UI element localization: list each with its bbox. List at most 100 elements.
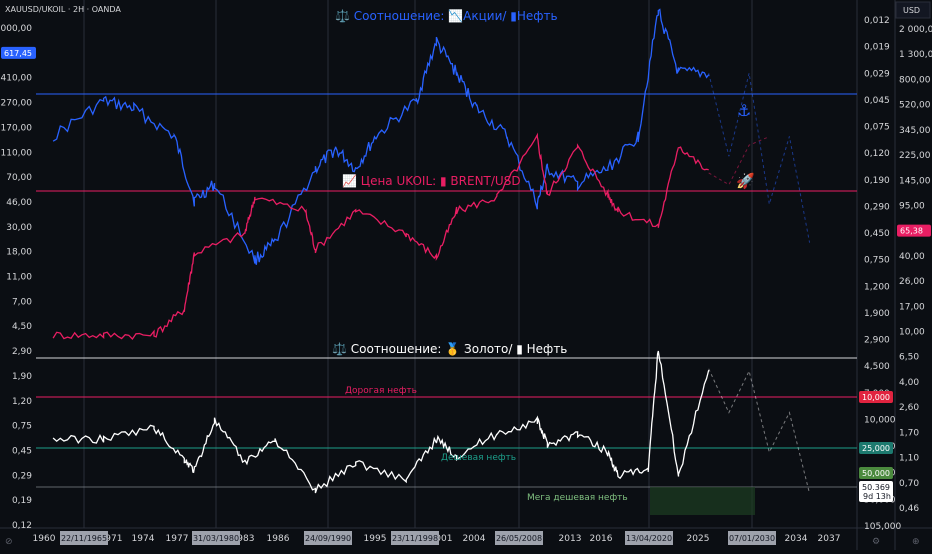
highlight-date-badge [728, 531, 776, 545]
left-axis-tick: 0,75 [12, 422, 32, 432]
right-outer-tick: 0,46 [899, 504, 919, 514]
right-inner-tick: 0,029 [864, 69, 890, 79]
left-axis-tick: 70,00 [6, 173, 32, 183]
right-inner-badge-label: 50,000 [862, 469, 890, 478]
anchor-icon: ⚓ [737, 101, 751, 120]
auto-scale-icon[interactable]: ⊕ [912, 537, 920, 547]
symbol-label[interactable]: XAUUSD/UKOIL · 2H · OANDA [5, 5, 121, 14]
right-outer-tick: 6,50 [899, 353, 919, 363]
time-axis-tick: 2001 [430, 534, 453, 544]
settings-icon[interactable]: ⚙ [872, 537, 880, 547]
left-axis-tick: 110,00 [1, 148, 33, 158]
right-outer-tick: 0,70 [899, 479, 919, 489]
time-axis-tick: 1960 [33, 534, 56, 544]
gold-oil-series [52, 350, 710, 494]
right-inner-tick: 0,012 [864, 16, 890, 26]
right-inner-badge [859, 442, 893, 454]
right-outer-tick: 1 300,00 [899, 50, 932, 60]
right-inner-tick: 0,019 [864, 43, 890, 53]
right-inner-tick: 0,450 [864, 229, 890, 239]
time-axis-tick: 2037 [818, 534, 841, 544]
highlight-date-label: 26/05/2008 [496, 534, 542, 543]
highlight-date-label: 13/04/2020 [626, 534, 672, 543]
right-outer-tick: 1,10 [899, 454, 919, 464]
time-axis-tick: 2013 [559, 534, 582, 544]
highlight-date-label: 22/11/1965 [61, 534, 107, 543]
right-inner-tick: 2,900 [864, 336, 890, 346]
right-inner-tick: 0,290 [864, 202, 890, 212]
time-axis-tick: 1977 [166, 534, 189, 544]
right-outer-tick: 17,00 [899, 302, 925, 312]
highlight-date-label: 24/09/1990 [305, 534, 351, 543]
left-axis-tick: 1000,00 [0, 24, 32, 34]
left-price-axis[interactable]: 1000,00 617,45 410,00 270,00 170,00 110,00 70,… [0, 24, 36, 531]
countdown-label: 9d 13h [863, 492, 891, 501]
time-axis-tick: 2025 [687, 534, 710, 544]
left-axis-tick: 0,12 [12, 521, 32, 531]
right-outer-tick: 40,00 [899, 252, 925, 262]
right-inner-tick: 10,000 [864, 415, 896, 425]
right-outer-tick: 145,00 [899, 176, 931, 186]
highlight-date-badge [625, 531, 673, 545]
right-inner-badge [859, 391, 893, 403]
right-outer-tick: 26,00 [899, 277, 925, 287]
currency-button[interactable] [895, 1, 931, 19]
gold-oil-title: ⚖️ Соотношение: 🥇 Золото/ ▮ Нефть [332, 342, 567, 356]
left-axis-tick: 1,20 [12, 397, 32, 407]
right-inner-tick: 0,750 [864, 256, 890, 266]
right-outer-tick: 10,00 [899, 328, 925, 338]
right-inner-tick: 4,500 [864, 362, 890, 372]
time-axis-tick: 1974 [132, 534, 155, 544]
right-inner-badge-label: 50,369 [862, 483, 890, 492]
left-axis-tick: 46,00 [6, 198, 32, 208]
right-outer-tick: 2 000,00 [899, 25, 932, 35]
countdown-badge [859, 490, 893, 502]
right-outer-tick: 225,00 [899, 151, 931, 161]
right-outer-tick: 520,00 [899, 101, 931, 111]
timezone-icon[interactable]: ⊘ [5, 537, 13, 547]
left-axis-badge-label: 617,45 [4, 49, 32, 58]
left-axis-tick: 1,90 [12, 372, 32, 382]
highlight-date-label: 31/03/1980 [193, 534, 239, 543]
left-axis-tick: 170,00 [1, 123, 33, 133]
time-axis-tick: 2034 [785, 534, 808, 544]
right-outer-tick: 1,70 [899, 428, 919, 438]
highlight-date-badge [192, 531, 240, 545]
vertical-highlight-lines [83, 0, 753, 528]
right-outer-tick: 345,00 [899, 126, 931, 136]
right-inner-tick: 0,075 [864, 123, 890, 133]
stocks-oil-forecast [708, 73, 811, 243]
left-axis-tick: 0,45 [12, 446, 32, 456]
highlight-date-label: 07/01/2030 [729, 534, 775, 543]
left-axis-tick: 0,29 [12, 471, 32, 481]
brent-forecast [708, 136, 770, 186]
gold-oil-forecast [708, 368, 811, 494]
right-inner-tick: 0,045 [864, 96, 890, 106]
time-axis-tick: 2004 [463, 534, 486, 544]
right-outer-price-axis[interactable]: 2 000,00 1 300,00 800,00 520,00 345,00 225,00… [897, 25, 932, 514]
highlight-date-label: 23/11/1998 [392, 534, 438, 543]
right-inner-tick: 0,120 [864, 149, 890, 159]
right-outer-badge-label: 65,38 [900, 227, 923, 236]
highlight-date-badge [391, 531, 439, 545]
highlight-date-badge [495, 531, 543, 545]
left-axis-tick: 11,00 [6, 273, 32, 283]
brent-title: 📈 Цена UKOIL: ▮ BRENT/USD [342, 174, 521, 188]
right-outer-badge [897, 224, 931, 237]
stocks-oil-series [52, 8, 710, 265]
time-axis-tick: 1995 [364, 534, 387, 544]
expensive-oil-label: Дорогая нефть [345, 386, 417, 396]
currency-label: USD [903, 6, 920, 15]
highlight-date-badge [60, 531, 108, 545]
left-axis-tick: 4,50 [12, 322, 32, 332]
right-inner-tick: 1,900 [864, 309, 890, 319]
left-axis-tick: 270,00 [1, 99, 33, 109]
right-inner-badge-label: 10,000 [862, 393, 890, 402]
right-inner-badge-label: 25,000 [862, 444, 890, 453]
left-axis-tick: 7,00 [12, 297, 32, 307]
time-axis[interactable]: 1960 1971 1974 1977 1983 1986 1995 2001 2004 2013… [33, 531, 841, 545]
cheap-oil-label: Дешевая нефть [441, 453, 516, 463]
